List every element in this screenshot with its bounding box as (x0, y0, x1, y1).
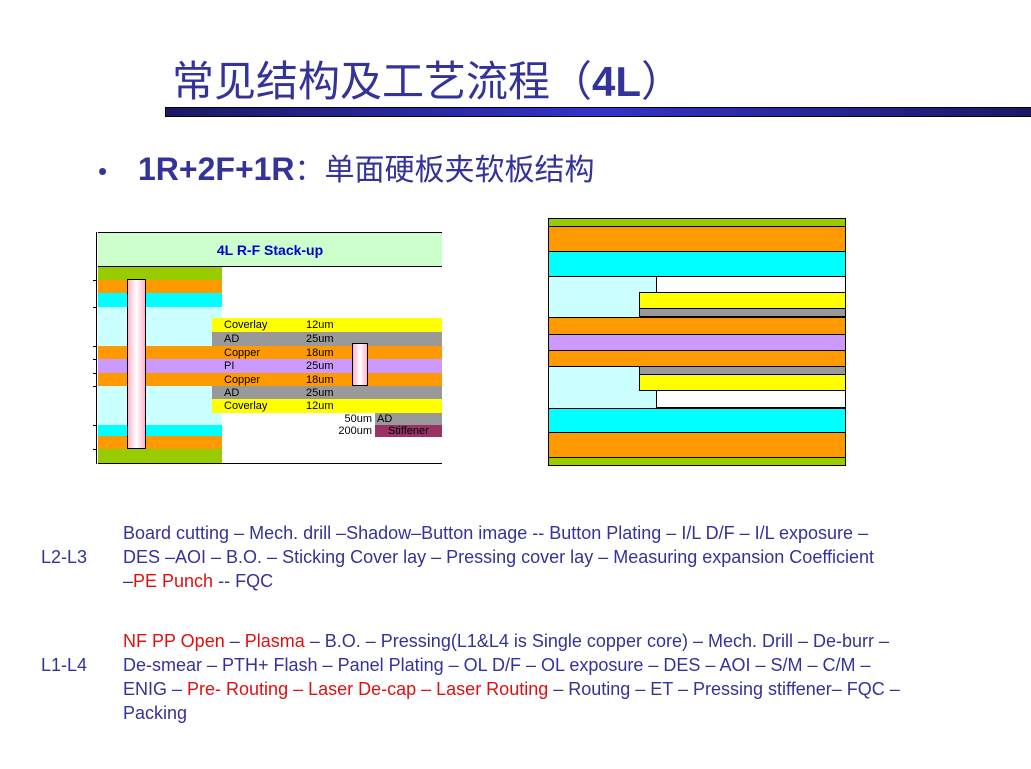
highlighted-step: NF PP Open (123, 631, 225, 651)
flow-line: NF PP Open – Plasma – B.O. – Pressing(L1… (123, 629, 889, 653)
cross-section-layer (548, 350, 846, 367)
air-gap (656, 390, 846, 408)
axis-tick (93, 280, 97, 281)
layer-name: AD (224, 333, 240, 345)
layer-name: Coverlay (224, 400, 268, 412)
title-close: ） (641, 57, 684, 106)
flex-layer-band (212, 386, 442, 399)
layer-name: Copper (224, 374, 261, 386)
copper-layer (98, 436, 222, 449)
coverlay-layer (639, 374, 846, 391)
axis-tick (93, 307, 97, 308)
process-step: – Routing – ET – Pressing stiffener– FQC… (548, 679, 900, 699)
layer-name: Coverlay (224, 319, 268, 331)
flex-layer-band (212, 332, 442, 346)
flow-line: DES –AOI – B.O. – Sticking Cover lay – P… (123, 545, 874, 569)
flex-layer-band (212, 318, 442, 332)
layer-thickness: 12um (306, 319, 334, 331)
bullet-structure: • 1R+2F+1R：单面硬板夹软板结构 (98, 145, 595, 189)
flex-layer-band (98, 359, 442, 373)
blind-via (352, 343, 368, 386)
prepreg-layer (98, 293, 222, 307)
axis-tick (93, 346, 97, 347)
prepreg-layer (98, 425, 222, 436)
title-underline-bar (165, 107, 1031, 117)
highlighted-step: PE Punch (133, 571, 214, 591)
stiffener-thickness: 50um (344, 413, 372, 425)
process-step: – (123, 571, 134, 591)
copper-layer (98, 280, 222, 293)
layer-thickness: 25um (306, 387, 334, 399)
stiffener-name: Stiffener (388, 425, 429, 437)
title-text: 常见结构及工艺流程（ (172, 57, 593, 106)
structure-description: 单面硬板夹软板结构 (324, 153, 595, 188)
process-step: -- FQC (213, 571, 274, 591)
solder-mask-layer (98, 449, 222, 463)
layer-thickness: 25um (306, 360, 334, 372)
process-step: – (224, 631, 245, 651)
layer-thickness: 12um (306, 400, 334, 412)
cross-section-layer (548, 251, 846, 277)
stiffener-band (375, 413, 442, 425)
solder-mask-layer (98, 267, 222, 280)
flow-line: ENIG – Pre- Routing – Laser De-cap – Las… (123, 677, 900, 701)
layer-name: AD (224, 387, 240, 399)
slide-title: 常见结构及工艺流程（4L） (172, 48, 683, 109)
layer-thickness: 25um (306, 333, 334, 345)
process-step: DES –AOI – B.O. – Sticking Cover lay – P… (123, 547, 875, 567)
axis-tick (93, 359, 97, 360)
process-step: Packing (123, 703, 188, 723)
cross-section-layer (548, 408, 846, 433)
cross-section-layer (548, 226, 846, 252)
air-gap (656, 276, 846, 293)
bottom-axis (98, 463, 442, 464)
flex-layer-band (212, 399, 442, 413)
cross-section-layer (548, 317, 846, 335)
axis-tick (93, 449, 97, 450)
flow-line: –PE Punch -- FQC (123, 569, 273, 593)
highlighted-step: Pre- Routing – Laser De-cap – Laser Rout… (187, 679, 549, 699)
layer-name: PI (224, 360, 235, 372)
flex-layer-band (98, 373, 442, 386)
flow-line: Packing (123, 701, 187, 725)
cross-section-layer (548, 432, 846, 458)
adhesive-layer (639, 308, 846, 317)
coverlay-layer (639, 292, 846, 309)
title-layer-count: 4L (592, 58, 642, 105)
cross-section-layer (548, 457, 846, 466)
stackup-title: 4L R-F Stack-up (98, 232, 442, 267)
left-axis (96, 232, 97, 464)
flow-line: Board cutting – Mech. drill –Shadow–Butt… (123, 521, 868, 545)
stiffener-name: AD (377, 413, 393, 425)
process-step: ENIG – (123, 679, 188, 699)
layer-thickness: 18um (306, 347, 334, 359)
axis-tick (93, 425, 97, 426)
axis-tick (93, 386, 97, 387)
through-via (127, 279, 146, 449)
layer-name: Copper (224, 347, 261, 359)
structure-code: 1R+2F+1R (138, 151, 295, 187)
flow-label: L2-L3 (41, 547, 88, 567)
flex-layer-band (98, 346, 442, 359)
separator: ： (294, 153, 325, 188)
flow-line: De-smear – PTH+ Flash – Panel Plating – … (123, 653, 870, 677)
flow-label: L1-L4 (41, 655, 88, 675)
cross-section-layer (548, 334, 846, 351)
stiffener-band (375, 425, 442, 437)
stiffener-thickness: 200um (338, 425, 372, 437)
bullet-dot: • (98, 156, 108, 186)
highlighted-step: Plasma (244, 631, 305, 651)
process-step: Board cutting – Mech. drill –Shadow–Butt… (123, 523, 869, 543)
process-step: – B.O. – Pressing(L1&L4 is Single copper… (304, 631, 890, 651)
process-step: De-smear – PTH+ Flash – Panel Plating – … (123, 655, 871, 675)
layer-thickness: 18um (306, 374, 334, 386)
axis-tick (93, 373, 97, 374)
